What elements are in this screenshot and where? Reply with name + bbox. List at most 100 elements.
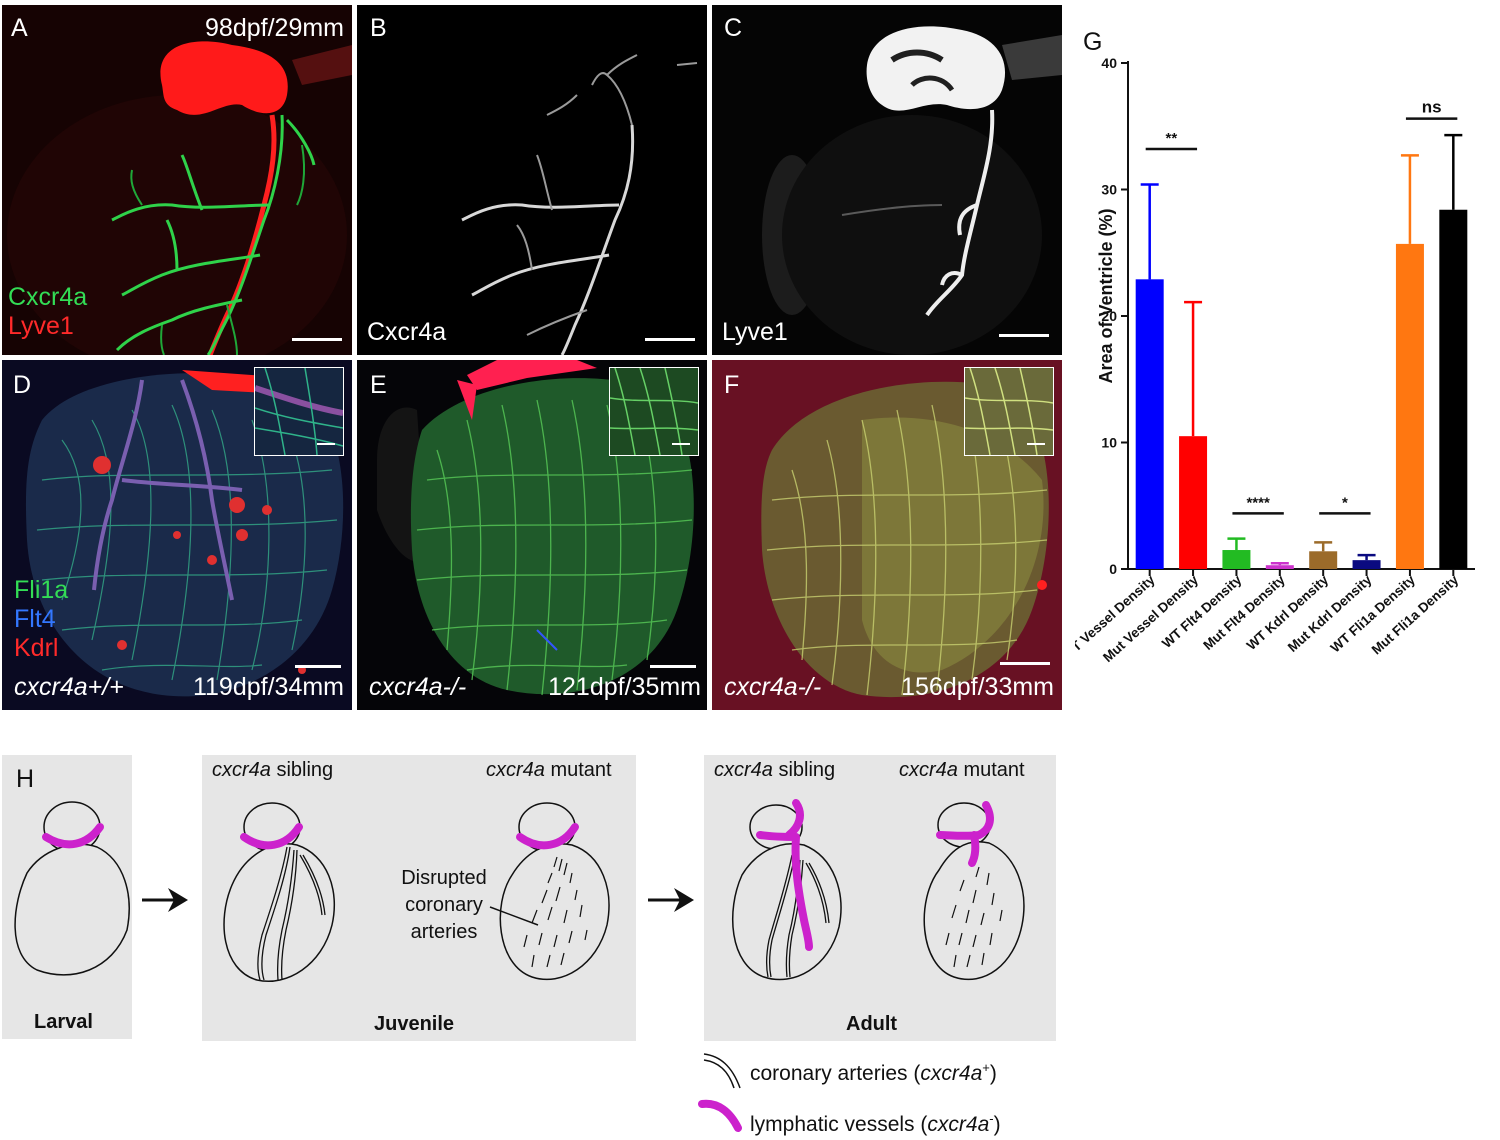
panel-letter-b: B: [370, 14, 387, 42]
panel-c-channel: Lyve1: [722, 318, 788, 346]
significance-label: **: [1166, 130, 1178, 147]
bar: [1309, 551, 1338, 569]
panel-f-age-length: 156dpf/33mm: [901, 673, 1054, 701]
label-rest: sibling: [270, 759, 334, 781]
gene-name: cxcr4a: [899, 759, 958, 781]
superscript: +: [982, 1060, 990, 1075]
bar: [1135, 279, 1164, 569]
legend-text: ): [993, 1113, 1001, 1136]
channel-cxcr4a: Cxcr4a: [8, 283, 88, 311]
y-tick-label: 20: [1101, 308, 1117, 324]
panel-e-genotype: cxcr4a-/-: [369, 675, 466, 700]
panel-letter-h: H: [16, 765, 35, 793]
y-tick-label: 30: [1101, 182, 1117, 198]
gene-name: cxcr4a: [714, 759, 773, 781]
juvenile-box: cxcr4a sibling cxcr4a mutant Disrupted c…: [202, 755, 636, 1041]
panel-d-age-length: 119dpf/34mm: [192, 673, 344, 701]
panel-letter-e: E: [370, 371, 387, 399]
panel-b-image: [357, 5, 707, 355]
scale-bar: [645, 338, 695, 341]
panel-e-inset: [609, 367, 699, 456]
adult-box: cxcr4a sibling cxcr4a mutant Adult: [704, 755, 1056, 1041]
legend-text: coronary arteries (: [750, 1062, 921, 1085]
channel-kdrl: Kdrl: [14, 633, 59, 662]
panel-letter-f: F: [724, 371, 740, 399]
panel-f-inset: [964, 367, 1054, 456]
channel-lyve1: Lyve1: [8, 311, 74, 340]
channel-fli1a: Fli1a: [14, 576, 69, 604]
gene-name: cxcr4a: [212, 759, 271, 781]
gene-name: cxcr4a: [927, 1113, 990, 1136]
legend-text: ): [989, 1062, 997, 1085]
label-rest: mutant: [957, 759, 1025, 781]
scale-bar: [999, 334, 1049, 337]
bar: [1439, 209, 1468, 570]
adult-label: Adult: [846, 1013, 898, 1035]
coronary-artery-legend-icon: [703, 1053, 741, 1089]
gene-name: cxcr4a: [486, 759, 545, 781]
scale-bar: [1000, 662, 1050, 665]
panel-b-channel: Cxcr4a: [367, 318, 447, 346]
panel-c-image: [712, 5, 1062, 355]
inset-scale-bar: [317, 443, 335, 445]
bar: [1265, 565, 1294, 569]
panel-a-age-length: 98dpf/29mm: [205, 14, 344, 42]
panel-letter-a: A: [11, 14, 28, 42]
inset-image: [255, 368, 343, 455]
panel-letter-g: G: [1083, 28, 1102, 56]
larval-label: Larval: [34, 1011, 93, 1033]
legend-text: lymphatic vessels (: [750, 1113, 928, 1136]
adult-sibling-label: cxcr4a sibling: [714, 759, 835, 782]
panel-a-image: [2, 5, 352, 355]
gene-name: cxcr4a: [920, 1062, 983, 1085]
significance-label: ****: [1246, 494, 1270, 511]
inset-image: [610, 368, 698, 455]
juvenile-heart-drawings: [223, 802, 610, 982]
genotype-text: cxcr4a+/+: [14, 673, 124, 701]
scale-bar: [295, 665, 341, 668]
label-rest: mutant: [544, 759, 612, 781]
bar: [1222, 550, 1251, 569]
inset-scale-bar: [1027, 443, 1045, 445]
larval-heart-drawing: [14, 801, 130, 976]
panel-e-age-length: 121dpf/35mm: [548, 673, 701, 701]
label-rest: sibling: [772, 759, 836, 781]
panel-d: D Fli1a Flt4 Kdrl cxcr4a+/+ 119dpf/34mm: [2, 360, 352, 710]
juvenile-sibling-label: cxcr4a sibling: [212, 759, 333, 782]
arrow-icon: [142, 888, 188, 912]
panel-f: F cxcr4a-/- 156dpf/33mm: [712, 360, 1062, 710]
genotype-text: cxcr4a-/-: [724, 673, 822, 701]
panel-e-image: [357, 360, 707, 710]
adult-heart-drawings: [732, 799, 1025, 981]
inset-image: [965, 368, 1053, 455]
juvenile-mutant-label: cxcr4a mutant: [486, 759, 612, 782]
scale-bar: [292, 338, 342, 341]
coronary-artery-legend: coronary arteries (cxcr4a+): [750, 1060, 997, 1086]
scale-bar: [650, 665, 696, 668]
panel-e: E cxcr4a-/- 121dpf/35mm: [357, 360, 707, 710]
genotype-text: cxcr4a-/-: [369, 673, 467, 701]
panel-a-channel-legend: Cxcr4a Lyve1: [8, 283, 87, 341]
juvenile-label: Juvenile: [374, 1013, 455, 1035]
panel-d-inset: [254, 367, 344, 456]
panel-f-genotype: cxcr4a-/-: [724, 675, 821, 700]
significance-label: ns: [1422, 98, 1442, 117]
bar: [1352, 560, 1381, 569]
panel-a: A 98dpf/29mm Cxcr4a Lyve1: [2, 5, 352, 355]
panel-c: C Lyve1: [712, 5, 1062, 355]
y-axis-label: Area of Ventricle (%): [1096, 208, 1116, 383]
panel-letter-c: C: [724, 14, 743, 42]
lymphatic-vessel-legend: lymphatic vessels (cxcr4a-): [750, 1111, 1001, 1137]
bar: [1179, 436, 1208, 569]
arrow-icon: [648, 888, 694, 912]
y-tick-label: 0: [1109, 561, 1117, 577]
adult-mutant-label: cxcr4a mutant: [899, 759, 1025, 782]
y-tick-label: 10: [1101, 435, 1117, 451]
panel-d-channel-legend: Fli1a Flt4 Kdrl: [14, 576, 68, 662]
panel-letter-d: D: [13, 371, 32, 399]
disrupted-arteries-label: Disrupted coronary arteries: [382, 865, 506, 946]
larval-box: H Larval: [2, 755, 132, 1039]
label-line: coronary: [405, 894, 483, 916]
significance-label: *: [1342, 494, 1348, 511]
